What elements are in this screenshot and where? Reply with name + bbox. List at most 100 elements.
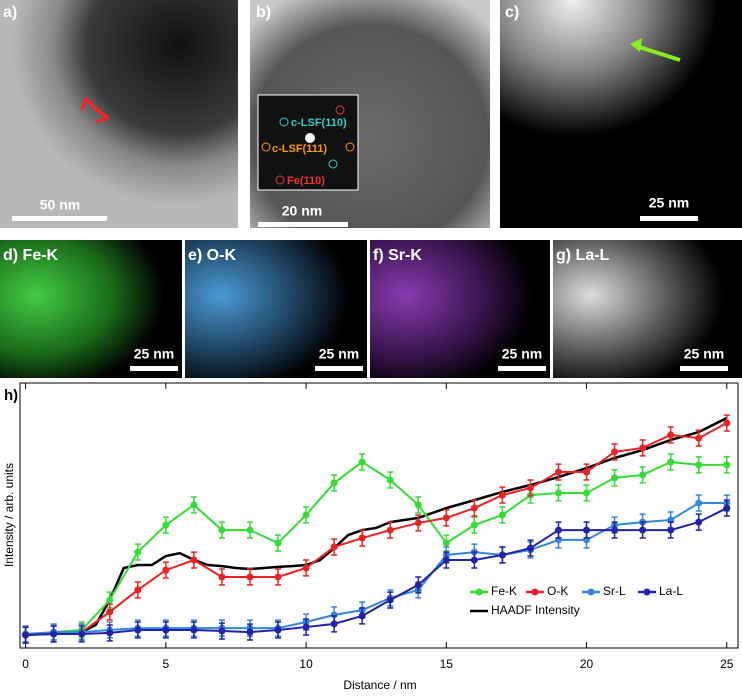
scale-bar: [640, 216, 698, 221]
point: [470, 521, 478, 529]
fft-label: Fe(110): [287, 175, 325, 187]
series-line: [25, 422, 728, 637]
map-f: [370, 240, 550, 378]
point: [555, 489, 562, 497]
point: [414, 519, 422, 527]
point: [498, 511, 506, 519]
scale-label: 25 nm: [502, 346, 542, 362]
scale-label: 25 nm: [684, 346, 724, 362]
spot: [328, 159, 338, 169]
point: [695, 461, 703, 469]
arrow-head: [630, 38, 642, 52]
scale-bar: [130, 366, 178, 371]
point: [611, 474, 619, 482]
panel-label: h): [4, 387, 18, 404]
point: [246, 628, 254, 636]
point: [470, 504, 478, 512]
point: [134, 548, 142, 556]
scale-label: 20 nm: [282, 203, 322, 219]
micrographs: c-LSF(110) c-LSF(111) Fe(110) a) 50 nm b…: [0, 0, 742, 378]
point: [134, 626, 142, 634]
legend-marker: [643, 588, 651, 596]
point: [611, 526, 619, 534]
panel-label: c): [505, 4, 519, 21]
point: [302, 511, 310, 519]
point: [106, 596, 114, 604]
point: [162, 626, 170, 634]
point: [50, 630, 58, 638]
point: [442, 514, 450, 522]
point: [723, 419, 731, 427]
scale-bar: [12, 216, 107, 221]
point: [583, 489, 591, 497]
legend-label: Fe-K: [491, 584, 517, 598]
map-d: [0, 240, 182, 378]
fft-label: c-LSF(111): [272, 143, 327, 155]
point: [386, 476, 394, 484]
scale-label: 25 nm: [649, 195, 689, 211]
arrows: [80, 96, 109, 124]
x-tick-label: 5: [163, 657, 170, 671]
arrow: [635, 44, 681, 62]
x-tick-label: 20: [580, 657, 594, 671]
point: [190, 556, 198, 564]
spot: [261, 142, 271, 152]
point: [274, 573, 282, 581]
fft-center: [305, 133, 315, 143]
point: [134, 586, 142, 594]
point: [583, 468, 591, 476]
point: [358, 612, 366, 620]
series-line: [25, 460, 727, 637]
point: [583, 526, 591, 534]
point: [414, 501, 422, 509]
panel-label: e) O-K: [188, 247, 236, 264]
scale-label: 25 nm: [319, 346, 359, 362]
point: [526, 484, 534, 492]
point: [358, 458, 366, 466]
point: [218, 627, 226, 635]
legend-marker: [531, 588, 539, 596]
point: [190, 501, 198, 509]
point: [470, 556, 478, 564]
x-tick-label: 15: [440, 657, 454, 671]
point: [723, 461, 731, 469]
legend-label: HAADF Intensity: [491, 603, 580, 617]
x-tick-label: 0: [22, 657, 29, 671]
spot: [275, 175, 285, 185]
point: [218, 526, 226, 534]
point: [526, 544, 534, 552]
point: [695, 499, 703, 507]
point: [106, 629, 114, 637]
point: [162, 566, 170, 574]
point: [667, 458, 675, 466]
panel-label: f) Sr-K: [373, 247, 422, 264]
map-g: [553, 240, 742, 378]
point: [330, 479, 338, 487]
panel-label: a): [3, 4, 17, 21]
panel-label: g) La-L: [556, 247, 610, 264]
point: [442, 539, 450, 547]
point: [555, 526, 562, 534]
point: [695, 434, 703, 442]
fft-label: c-LSF(110): [291, 117, 347, 129]
point: [218, 573, 226, 581]
point: [498, 551, 506, 559]
spot: [279, 117, 289, 127]
map-e: [185, 240, 367, 378]
point: [246, 573, 254, 581]
legend-marker: [475, 588, 483, 596]
point: [639, 444, 647, 452]
point: [611, 448, 619, 456]
image-c: [500, 0, 742, 228]
point: [639, 526, 647, 534]
point: [555, 468, 562, 476]
point: [302, 623, 310, 631]
point: [386, 596, 394, 604]
spot: [345, 142, 355, 152]
point: [274, 626, 282, 634]
point: [246, 526, 254, 534]
point: [274, 539, 282, 547]
point: [386, 526, 394, 534]
scale-bar: [680, 366, 728, 371]
legend-label: La-L: [659, 584, 683, 598]
